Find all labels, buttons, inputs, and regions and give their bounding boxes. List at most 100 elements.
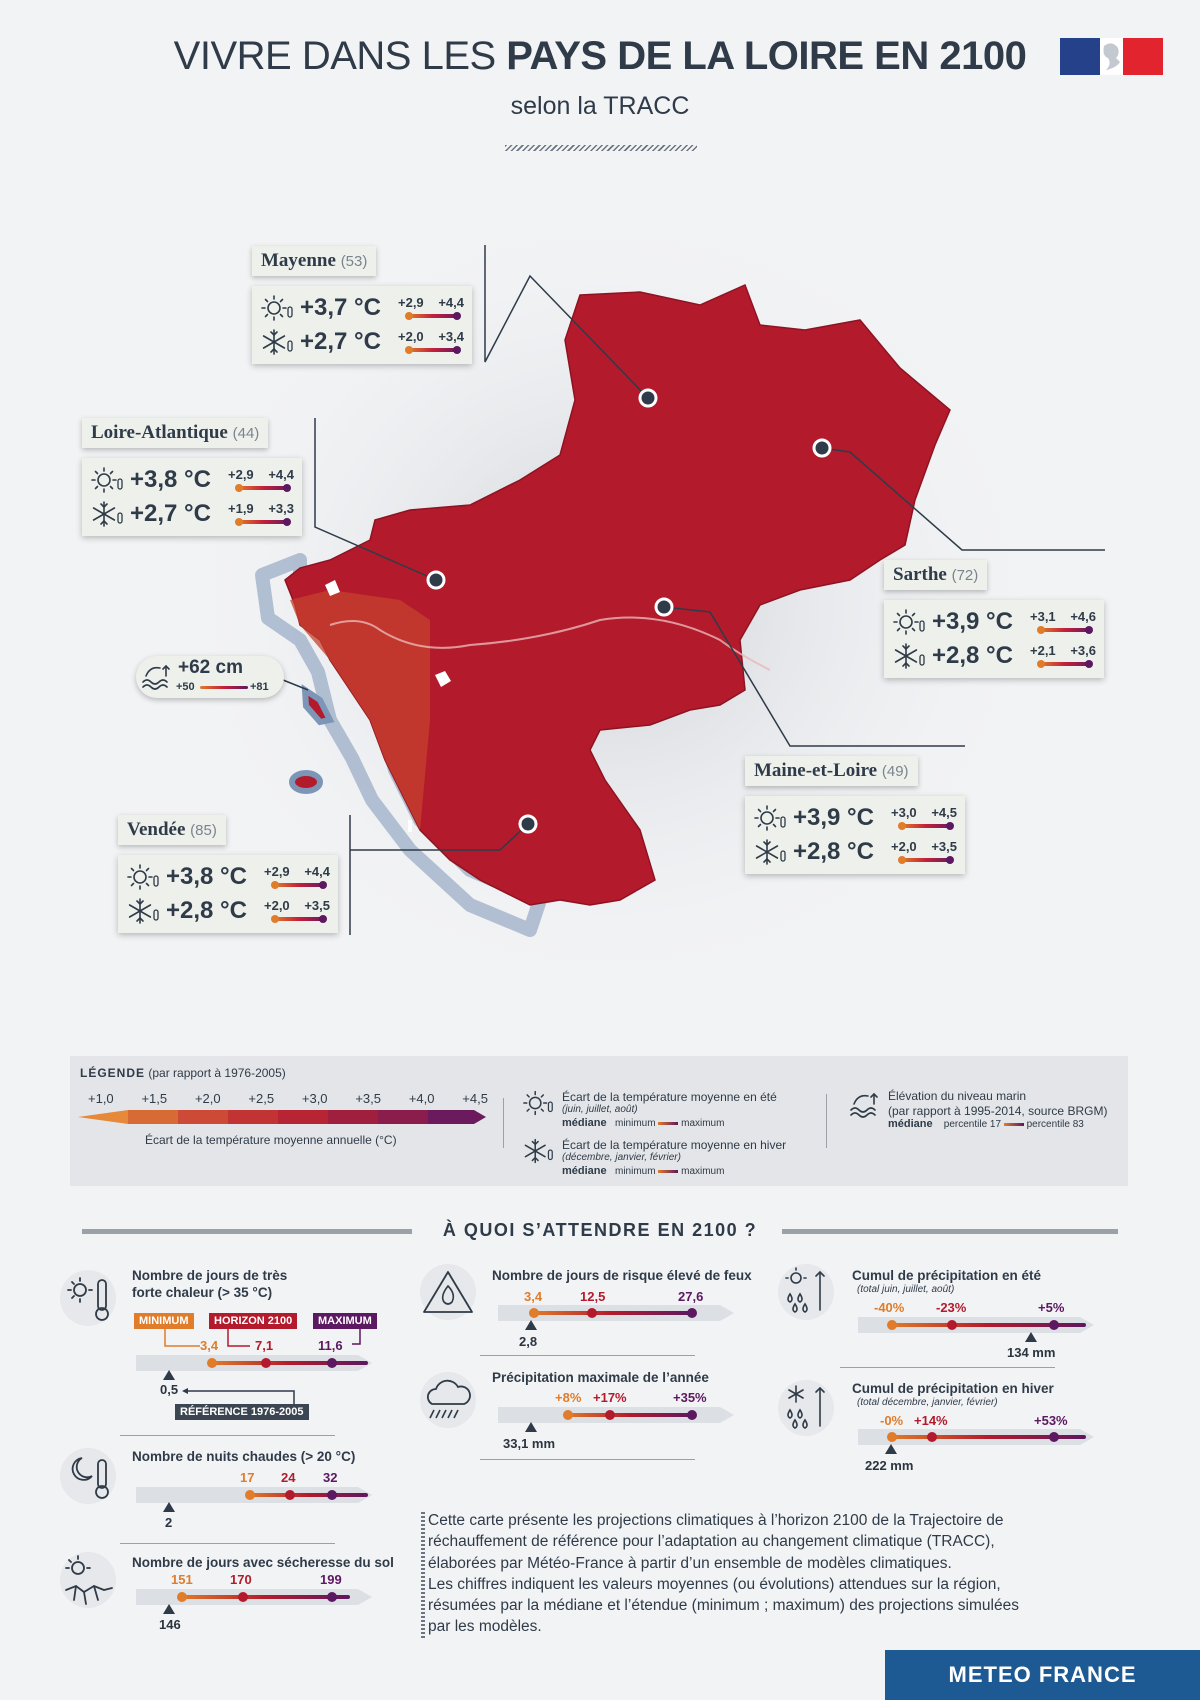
meteo-france-logo: METEO FRANCE	[885, 1650, 1200, 1700]
marker-vendee	[518, 814, 538, 834]
winter-range: +2,0 +3,4	[398, 327, 464, 357]
sarthe-label: Sarthe (72)	[884, 560, 988, 590]
legend-summer-title: Écart de la température moyenne en été	[562, 1090, 777, 1104]
warm-nights-bar	[136, 1487, 372, 1503]
legend-scale-swatch	[128, 1110, 178, 1124]
tag-maximum: MAXIMUM	[313, 1313, 377, 1329]
legend-scale-caption: Écart de la température moyenne annuelle…	[145, 1133, 397, 1147]
map-markers	[426, 388, 832, 834]
tag-reference: RÉFÉRENCE 1976-2005	[175, 1404, 309, 1420]
mayenne-card: +3,7 °C +2,9 +4,4 +2,7 °C +2,0 +3,4	[252, 286, 472, 364]
section-rule-left	[82, 1229, 412, 1234]
section-rule-right	[782, 1229, 1118, 1234]
legend-scale-label: +1,0	[88, 1091, 114, 1106]
warm-nights-min: 17	[240, 1470, 255, 1485]
section-title: À QUOI S’ATTENDRE EN 2100 ?	[442, 1220, 758, 1240]
winter-precip-median: +14%	[914, 1413, 948, 1428]
drought-max: 199	[320, 1572, 342, 1587]
vendee-label: Vendée (85)	[118, 815, 226, 845]
yeu-island	[289, 770, 323, 794]
leader-sea	[282, 679, 309, 691]
sun-thermometer-icon	[260, 293, 296, 323]
row-divider	[480, 1355, 695, 1356]
winter-precip-ref: 222 mm	[865, 1458, 914, 1473]
sun-thermometer-icon	[60, 1270, 116, 1326]
fire-max: 27,6	[678, 1289, 704, 1304]
title-divider	[505, 145, 697, 151]
noirmoutier-island	[301, 684, 335, 726]
max-precip-title: Précipitation maximale de l’année	[492, 1370, 709, 1385]
hot-days-bar	[136, 1355, 372, 1371]
summer-precip-median: -23%	[936, 1300, 967, 1315]
fire-bar	[498, 1305, 734, 1321]
marker-sarthe	[812, 438, 832, 458]
summer-precip-max: +5%	[1038, 1300, 1065, 1315]
row-divider	[120, 1435, 335, 1436]
maine-et-loire-label: Maine-et-Loire (49)	[745, 756, 918, 786]
row-divider	[120, 1543, 335, 1544]
summer-precip-title: Cumul de précipitation en été	[852, 1268, 1042, 1283]
legend-scale-label: +3,5	[355, 1091, 382, 1106]
snowflake-thermometer-icon	[522, 1136, 556, 1166]
max-precip-min: +8%	[555, 1390, 582, 1405]
reference-marker	[885, 1444, 897, 1454]
summer-precip-ref: 134 mm	[1007, 1345, 1056, 1360]
vendee-card: +3,8 °C +2,9 +4,4 +2,8 °C +2,0 +3,5	[118, 855, 338, 933]
legend-scale-label: +3,0	[301, 1091, 328, 1106]
sun-thermometer-icon	[126, 862, 162, 892]
fire-title: Nombre de jours de risque élevé de feux	[492, 1268, 752, 1283]
sea-level-card: +62 cm +50 +81	[136, 656, 284, 698]
marker-loire-atlantique	[426, 570, 446, 590]
leader-loire-atlantique	[314, 418, 437, 581]
legend-scale-swatch	[78, 1110, 128, 1124]
maine-et-loire-card: +3,9 °C +3,0 +4,5 +2,8 °C +2,0 +3,5	[745, 796, 965, 874]
snowflake-thermometer-icon	[90, 499, 126, 529]
fire-min: 3,4	[524, 1289, 543, 1304]
vendee-lighter-zone	[290, 590, 430, 830]
tag-minimum: MINIMUM	[134, 1313, 194, 1329]
winter-precip-title: Cumul de précipitation en hiver	[852, 1381, 1054, 1396]
mayenne-label: Mayenne (53)	[252, 246, 377, 276]
reference-marker	[525, 1422, 537, 1432]
page-title: VIVRE DANS LES PAYS DE LA LOIRE EN 2100	[0, 34, 1200, 79]
hot-days-median: 7,1	[255, 1338, 274, 1353]
legend-winter-months: (décembre, janvier, février)	[562, 1152, 681, 1163]
fire-risk-icon	[420, 1264, 476, 1320]
legend-scale-label: +4,0	[408, 1091, 435, 1106]
max-precip-median: +17%	[593, 1390, 627, 1405]
republique-francaise-logo	[1060, 38, 1163, 75]
ref-arrow	[182, 1388, 295, 1410]
legend-divider	[503, 1098, 504, 1148]
leader-mayenne	[484, 245, 649, 399]
legend-sea-title: Élévation du niveau marin	[888, 1089, 1027, 1103]
legend-divider	[826, 1094, 827, 1148]
summer-precip-sub: (total juin, juillet, août)	[857, 1284, 955, 1295]
snowflake-thermometer-icon	[126, 896, 162, 926]
title-bold: PAYS DE LA LOIRE EN 2100	[506, 34, 1027, 78]
snow-rain-icon	[778, 1380, 834, 1436]
legend-scale-swatch	[278, 1110, 328, 1124]
sun-thermometer-icon	[90, 465, 126, 495]
leader-sarthe	[821, 447, 1105, 551]
legend-scale-swatch	[378, 1110, 428, 1124]
drought-min: 151	[171, 1572, 193, 1587]
row-divider	[840, 1367, 1055, 1368]
warm-nights-title: Nombre de nuits chaudes (> 20 °C)	[132, 1449, 356, 1464]
max-precip-ref: 33,1 mm	[503, 1436, 556, 1451]
reference-marker	[163, 1604, 175, 1614]
legend-scale-swatch	[328, 1110, 378, 1124]
max-precip-max: +35%	[673, 1390, 707, 1405]
loire-river	[329, 616, 771, 671]
legend-winter-key: médiane minimum maximum	[562, 1165, 725, 1177]
paragraph-rule	[421, 1512, 425, 1640]
sarthe-card: +3,9 °C +3,1 +4,6 +2,8 °C +2,1 +3,6	[884, 600, 1104, 678]
row-divider	[480, 1459, 695, 1460]
loire-atlantique-label: Loire-Atlantique (44)	[82, 418, 269, 448]
hot-days-min: 3,4	[200, 1338, 219, 1353]
summer-range: +2,9 +4,4	[398, 293, 464, 323]
title-light: VIVRE DANS LES	[173, 34, 507, 78]
max-precip-bar	[498, 1407, 734, 1423]
snowflake-thermometer-icon	[260, 327, 296, 357]
drought-median: 170	[230, 1572, 252, 1587]
legend-scale-label: +1,5	[141, 1091, 168, 1106]
